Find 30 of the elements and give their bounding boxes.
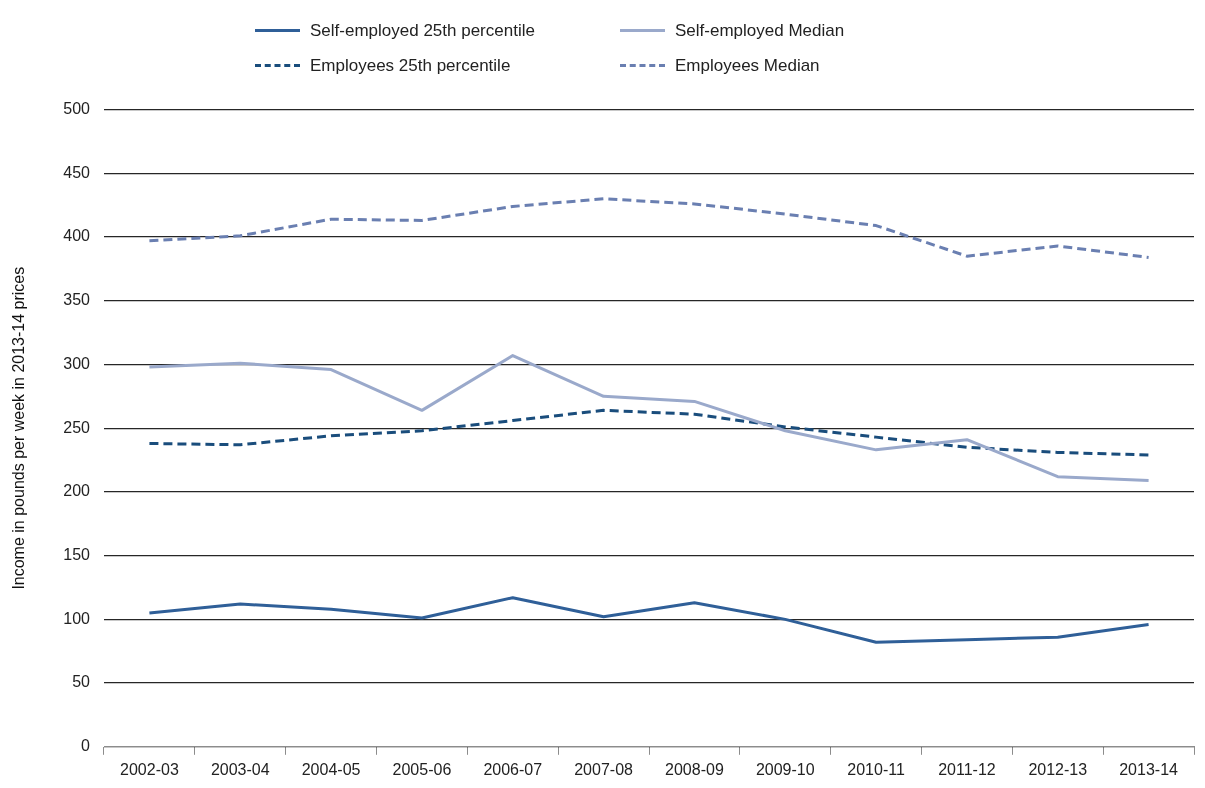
x-tick-label: 2003-04 (210, 760, 270, 778)
x-tick-label: 2011-12 (938, 760, 996, 778)
y-tick-label: 150 (63, 546, 91, 564)
y-tick-label: 0 (81, 737, 91, 755)
y-tick-label: 100 (63, 609, 91, 627)
x-tick-label: 2002-03 (120, 760, 179, 778)
y-tick-label: 350 (63, 291, 91, 309)
x-tick-label: 2006-07 (483, 760, 543, 778)
y-tick-label: 400 (63, 227, 91, 245)
x-tick-label: 2010-11 (847, 760, 905, 778)
line-series (147, 197, 1151, 259)
y-tick-label: 500 (63, 100, 91, 118)
x-tick-label: 2005-06 (392, 760, 452, 778)
line-series (147, 408, 1151, 457)
x-tick-label: 2013-14 (1119, 760, 1179, 778)
y-tick-label: 200 (63, 482, 91, 500)
y-tick-label: 300 (63, 354, 91, 372)
y-tick-label: 250 (63, 418, 91, 436)
legend-label: Employees 25th percentile (310, 55, 511, 76)
legend-label: Employees Median (675, 55, 820, 76)
x-tick-label: 2008-09 (665, 760, 724, 778)
legend-label: Self-employed 25th percentile (310, 20, 535, 41)
legend-label: Self-employed Median (675, 20, 845, 41)
x-tick-label: 2007-08 (574, 760, 634, 778)
y-axis-title: Income in pounds per week in 2013-14 prices (10, 266, 28, 590)
y-tick-label: 50 (72, 673, 91, 691)
y-tick-label: 450 (63, 163, 91, 181)
x-tick-label: 2004-05 (301, 760, 361, 778)
x-tick-label: 2012-13 (1028, 760, 1088, 778)
x-tick-label: 2009-10 (755, 760, 815, 778)
